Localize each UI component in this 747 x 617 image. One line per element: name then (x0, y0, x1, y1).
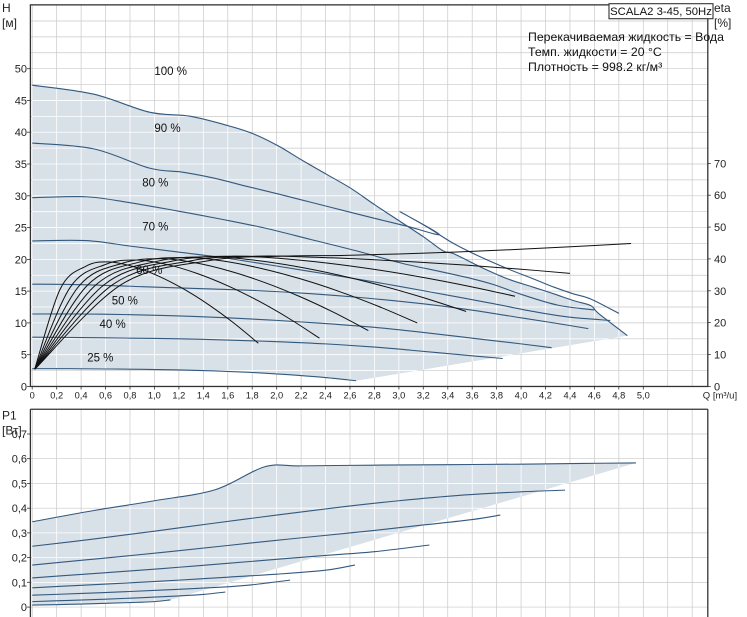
svg-text:25: 25 (15, 223, 27, 235)
svg-text:Темп. жидкости = 20 °C: Темп. жидкости = 20 °C (528, 45, 662, 59)
svg-text:0,2: 0,2 (12, 553, 27, 565)
svg-text:0: 0 (714, 381, 720, 393)
svg-text:1,2: 1,2 (172, 391, 185, 401)
svg-text:40: 40 (15, 127, 27, 139)
svg-text:3,0: 3,0 (392, 391, 405, 401)
svg-text:2,8: 2,8 (368, 391, 381, 401)
svg-text:40 %: 40 % (100, 319, 126, 331)
svg-text:0: 0 (21, 602, 27, 614)
svg-text:90 %: 90 % (154, 123, 180, 135)
svg-text:20: 20 (15, 254, 27, 266)
svg-text:0,2: 0,2 (50, 391, 63, 401)
svg-text:0,4: 0,4 (12, 503, 27, 515)
svg-text:SCALA2 3-45, 50Hz: SCALA2 3-45, 50Hz (610, 6, 712, 18)
svg-text:2,6: 2,6 (344, 391, 357, 401)
svg-text:[м]: [м] (2, 16, 17, 30)
svg-text:70: 70 (714, 158, 726, 170)
svg-text:1,0: 1,0 (148, 391, 161, 401)
svg-text:10: 10 (15, 318, 27, 330)
svg-text:[%]: [%] (714, 16, 731, 30)
svg-text:3,4: 3,4 (441, 391, 454, 401)
svg-text:60 %: 60 % (136, 265, 162, 277)
svg-text:4,6: 4,6 (588, 391, 601, 401)
svg-text:100 %: 100 % (154, 66, 187, 78)
svg-text:0: 0 (21, 382, 27, 394)
svg-text:0,5: 0,5 (12, 478, 27, 490)
svg-text:15: 15 (15, 286, 27, 298)
svg-text:0,1: 0,1 (12, 577, 27, 589)
svg-text:5: 5 (21, 350, 27, 362)
svg-text:45: 45 (15, 96, 27, 108)
svg-text:3,2: 3,2 (417, 391, 430, 401)
svg-text:2,4: 2,4 (319, 391, 332, 401)
svg-text:Плотность = 998.2 кг/м³: Плотность = 998.2 кг/м³ (528, 60, 662, 74)
svg-text:5,0: 5,0 (637, 391, 650, 401)
svg-text:25 %: 25 % (87, 353, 113, 365)
svg-text:1,4: 1,4 (197, 391, 210, 401)
svg-text:30: 30 (15, 191, 27, 203)
svg-text:4,2: 4,2 (539, 391, 552, 401)
svg-text:50 %: 50 % (112, 296, 138, 308)
svg-text:50: 50 (15, 64, 27, 76)
svg-text:P1: P1 (2, 408, 17, 422)
svg-text:1,8: 1,8 (246, 391, 259, 401)
svg-text:3,6: 3,6 (466, 391, 479, 401)
svg-text:70 %: 70 % (142, 222, 168, 234)
svg-text:2,0: 2,0 (270, 391, 283, 401)
svg-text:0,6: 0,6 (99, 391, 112, 401)
svg-text:1,6: 1,6 (221, 391, 234, 401)
svg-text:0,7: 0,7 (12, 429, 27, 441)
svg-text:4,8: 4,8 (612, 391, 625, 401)
svg-text:0,3: 0,3 (12, 528, 27, 540)
svg-text:4,0: 4,0 (515, 391, 528, 401)
svg-text:50: 50 (714, 222, 726, 234)
svg-text:0,8: 0,8 (124, 391, 137, 401)
svg-text:0,6: 0,6 (12, 454, 27, 466)
svg-text:60: 60 (714, 190, 726, 202)
svg-text:3,8: 3,8 (490, 391, 503, 401)
svg-text:40: 40 (714, 254, 726, 266)
svg-text:4,4: 4,4 (564, 391, 577, 401)
svg-text:80 %: 80 % (142, 177, 168, 189)
svg-text:2,2: 2,2 (295, 391, 308, 401)
svg-text:0,4: 0,4 (75, 391, 88, 401)
svg-text:20: 20 (714, 318, 726, 330)
svg-text:eta: eta (714, 1, 731, 15)
svg-text:Перекачиваемая жидкость = Вода: Перекачиваемая жидкость = Вода (528, 30, 724, 44)
svg-text:10: 10 (714, 350, 726, 362)
svg-text:30: 30 (714, 286, 726, 298)
svg-text:H: H (2, 1, 11, 15)
svg-text:35: 35 (15, 159, 27, 171)
svg-text:0: 0 (30, 391, 35, 401)
